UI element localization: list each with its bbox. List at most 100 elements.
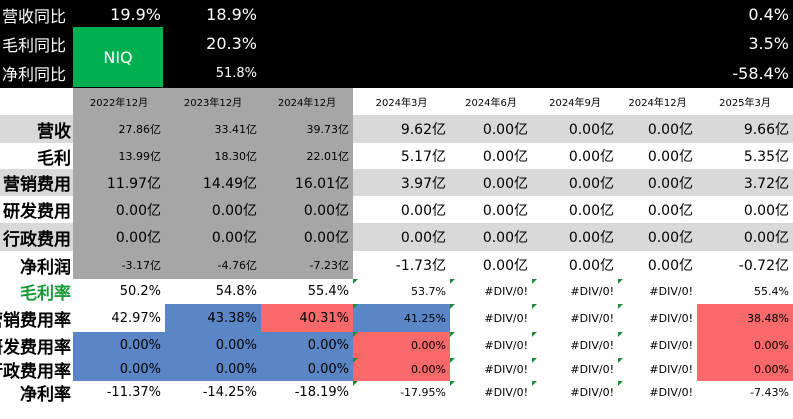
ratio-cell[interactable]: 0.00% [261,358,353,381]
yoy-cell[interactable] [353,58,450,88]
ratio-cell[interactable]: 55.4% [754,285,789,298]
amount-cell[interactable]: 0.00亿 [532,115,618,143]
amount-cell[interactable]: 0.00亿 [532,169,618,196]
amount-cell[interactable]: 22.01亿 [261,143,353,169]
amount-cell[interactable]: -7.23亿 [261,251,353,279]
yoy-cell[interactable] [618,58,697,88]
yoy-cell[interactable]: -58.4% [697,58,793,88]
yoy-cell[interactable] [618,29,697,58]
amount-cell[interactable]: 39.73亿 [261,115,353,143]
amount-cell[interactable]: -4.76亿 [165,251,261,279]
ratio-cell[interactable]: #DIV/0! [450,358,532,381]
amount-cell[interactable]: 0.00亿 [261,196,353,223]
yoy-cell[interactable] [261,29,353,58]
amount-cell[interactable]: 0.00亿 [568,149,614,165]
ratio-cell[interactable]: 0.00% [697,358,793,381]
period-header[interactable]: 2024年6月 [465,98,517,109]
yoy-cell[interactable] [450,58,532,88]
amount-cell[interactable]: 0.00亿 [568,202,614,219]
ratio-cell[interactable]: -18.19% [294,385,349,400]
ratio-cell[interactable]: #DIV/0! [532,381,618,404]
yoy-cell[interactable]: 3.5% [697,29,793,58]
ratio-cell[interactable]: #DIV/0! [450,279,532,304]
amount-cell[interactable]: 0.00亿 [618,223,697,251]
amount-cell[interactable]: 5.35亿 [743,149,789,165]
yoy-cell[interactable]: 19.9% [73,0,165,29]
ratio-cell[interactable]: 0.00% [73,332,165,358]
amount-cell[interactable]: 0.00亿 [647,202,693,219]
ratio-cell[interactable]: -11.37% [106,385,161,400]
ratio-cell[interactable]: 0.00% [165,358,261,381]
yoy-cell[interactable]: 20.3% [165,29,261,58]
ratio-cell[interactable]: 0.00% [353,332,450,358]
ratio-cell[interactable]: #DIV/0! [618,279,697,304]
amount-cell[interactable]: 0.00亿 [450,115,532,143]
amount-cell[interactable]: 9.66亿 [697,115,793,143]
ratio-cell[interactable]: 38.48% [697,304,793,332]
ratio-cell[interactable]: 43.38% [165,304,261,332]
yoy-cell[interactable]: 18.9% [165,0,261,29]
yoy-cell[interactable]: 51.8% [165,58,261,88]
ratio-cell[interactable]: 0.00% [165,332,261,358]
amount-cell[interactable]: 14.49亿 [165,169,261,196]
ratio-cell[interactable]: #DIV/0! [532,358,618,381]
amount-cell[interactable]: 18.30亿 [165,143,261,169]
ratio-cell[interactable]: 54.8% [215,284,257,299]
ratio-cell[interactable]: -14.25% [202,385,257,400]
ratio-cell[interactable]: #DIV/0! [618,304,697,332]
amount-cell[interactable]: 0.00亿 [261,223,353,251]
ratio-cell[interactable]: 40.31% [261,304,353,332]
amount-cell[interactable]: 0.00亿 [532,223,618,251]
ratio-cell[interactable]: 0.00% [261,332,353,358]
ratio-cell[interactable]: #DIV/0! [532,279,618,304]
amount-cell[interactable]: 11.97亿 [73,169,165,196]
ratio-cell[interactable]: -17.95% [353,381,450,404]
amount-cell[interactable]: 0.00亿 [647,258,693,274]
amount-cell[interactable]: 0.00亿 [73,196,165,223]
yoy-cell[interactable] [261,0,353,29]
amount-cell[interactable]: -0.72亿 [738,258,789,274]
amount-cell[interactable]: 0.00亿 [647,149,693,165]
period-header[interactable]: 2024年12月 [628,98,687,109]
yoy-cell[interactable] [261,58,353,88]
amount-cell[interactable]: 33.41亿 [165,115,261,143]
ratio-cell[interactable]: #DIV/0! [450,381,532,404]
ratio-cell[interactable]: #DIV/0! [618,332,697,358]
period-header[interactable]: 2023年12月 [165,88,261,115]
amount-cell[interactable]: 0.00亿 [73,223,165,251]
amount-cell[interactable]: 0.00亿 [743,202,789,219]
ratio-cell[interactable]: #DIV/0! [618,358,697,381]
amount-cell[interactable]: 9.62亿 [353,115,450,143]
yoy-cell[interactable] [353,0,450,29]
yoy-cell[interactable] [532,29,618,58]
yoy-cell[interactable] [450,29,532,58]
period-header[interactable]: 2024年3月 [375,98,428,109]
ratio-cell[interactable]: #DIV/0! [532,332,618,358]
period-header[interactable]: 2024年12月 [261,88,353,115]
ratio-cell[interactable]: #DIV/0! [618,381,697,404]
amount-cell[interactable]: 0.00亿 [165,196,261,223]
ratio-cell[interactable]: 42.97% [111,310,161,326]
ratio-cell[interactable]: 50.2% [119,284,161,299]
yoy-cell[interactable] [353,29,450,58]
amount-cell[interactable]: 0.00亿 [450,223,532,251]
ratio-cell[interactable]: #DIV/0! [450,304,532,332]
amount-cell[interactable]: 0.00亿 [400,202,446,219]
ratio-cell[interactable]: 53.7% [353,279,450,304]
ratio-cell[interactable]: 55.4% [307,284,349,299]
period-header[interactable]: 2022年12月 [73,88,165,115]
ratio-cell[interactable]: 0.00% [73,358,165,381]
ratio-cell[interactable]: #DIV/0! [450,332,532,358]
amount-cell[interactable]: 13.99亿 [73,143,165,169]
amount-cell[interactable]: 0.00亿 [353,223,450,251]
amount-cell[interactable]: -3.17亿 [73,251,165,279]
amount-cell[interactable]: 27.86亿 [73,115,165,143]
yoy-cell[interactable] [532,58,618,88]
ratio-cell[interactable]: 0.00% [697,332,793,358]
period-header[interactable]: 2024年9月 [549,98,601,109]
ratio-cell[interactable]: #DIV/0! [532,304,618,332]
amount-cell[interactable]: 16.01亿 [261,169,353,196]
amount-cell[interactable]: 0.00亿 [697,223,793,251]
amount-cell[interactable]: 0.00亿 [165,223,261,251]
amount-cell[interactable]: 0.00亿 [568,258,614,274]
